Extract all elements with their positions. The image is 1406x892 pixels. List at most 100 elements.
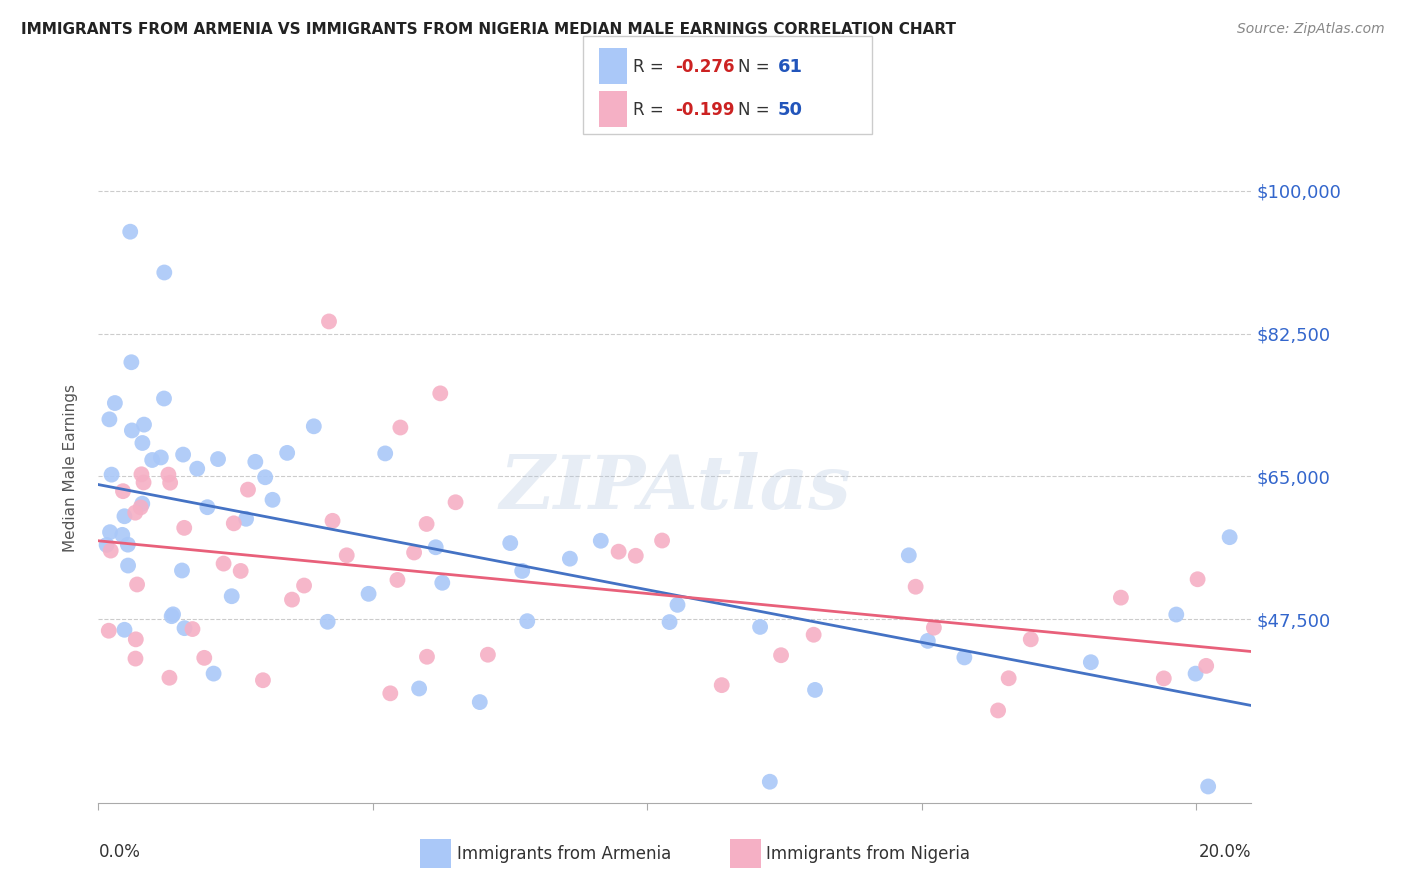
Point <box>374 446 396 460</box>
Point <box>262 492 284 507</box>
Point <box>104 396 127 410</box>
Point <box>904 580 927 594</box>
Point <box>429 386 451 401</box>
Point <box>336 549 359 563</box>
Point <box>444 495 467 509</box>
Point <box>100 467 122 482</box>
Point <box>624 549 647 563</box>
Point <box>558 551 581 566</box>
Point <box>318 314 340 328</box>
Point <box>97 624 120 638</box>
Point <box>254 470 277 484</box>
Point <box>1080 655 1102 669</box>
Point <box>302 419 325 434</box>
Point <box>114 623 136 637</box>
Point <box>917 633 939 648</box>
Point <box>415 516 437 531</box>
Text: N =: N = <box>738 58 775 76</box>
Point <box>651 533 673 548</box>
Point <box>159 671 181 685</box>
Point <box>987 703 1010 717</box>
Point <box>153 392 176 406</box>
Point <box>149 450 172 465</box>
Point <box>1166 607 1188 622</box>
Text: Immigrants from Armenia: Immigrants from Armenia <box>457 845 671 863</box>
Point <box>749 620 772 634</box>
Point <box>127 577 149 591</box>
Text: Immigrants from Nigeria: Immigrants from Nigeria <box>766 845 970 863</box>
Text: IMMIGRANTS FROM ARMENIA VS IMMIGRANTS FROM NIGERIA MEDIAN MALE EARNINGS CORRELAT: IMMIGRANTS FROM ARMENIA VS IMMIGRANTS FR… <box>21 22 956 37</box>
Point <box>416 649 439 664</box>
Point <box>710 678 733 692</box>
Text: R =: R = <box>633 58 669 76</box>
Point <box>276 446 298 460</box>
Point <box>477 648 499 662</box>
Point <box>1184 666 1206 681</box>
Point <box>222 516 245 531</box>
Point <box>120 355 142 369</box>
Point <box>111 484 134 499</box>
Point <box>292 578 315 592</box>
Point <box>281 592 304 607</box>
Point <box>207 452 229 467</box>
Text: 20.0%: 20.0% <box>1199 843 1251 861</box>
Point <box>589 533 612 548</box>
Point <box>162 607 184 622</box>
Point <box>202 666 225 681</box>
Point <box>120 225 142 239</box>
Point <box>897 549 920 563</box>
Point <box>129 500 152 515</box>
Point <box>1197 780 1219 794</box>
Point <box>1109 591 1132 605</box>
Point <box>160 609 183 624</box>
Point <box>159 475 181 490</box>
Text: N =: N = <box>738 101 775 119</box>
Point <box>98 525 121 540</box>
Point <box>510 564 533 578</box>
Point <box>803 628 825 642</box>
Point <box>157 467 180 482</box>
Point <box>316 615 339 629</box>
Point <box>111 528 134 542</box>
Point <box>322 514 344 528</box>
Point <box>172 448 194 462</box>
Text: R =: R = <box>633 101 669 119</box>
Point <box>425 541 447 555</box>
Text: Source: ZipAtlas.com: Source: ZipAtlas.com <box>1237 22 1385 37</box>
Point <box>173 521 195 535</box>
Point <box>117 558 139 573</box>
Point <box>1219 530 1241 544</box>
Point <box>173 621 195 635</box>
Point <box>468 695 491 709</box>
Point <box>186 461 208 475</box>
Text: 50: 50 <box>778 101 803 119</box>
Point <box>759 774 782 789</box>
Point <box>98 412 121 426</box>
Point <box>404 545 426 559</box>
Point <box>132 475 155 490</box>
Point <box>195 500 218 515</box>
Point <box>131 436 153 450</box>
Point <box>770 648 793 663</box>
Point <box>131 497 153 511</box>
Point <box>121 424 143 438</box>
Point <box>236 483 259 497</box>
Point <box>953 650 976 665</box>
Point <box>607 544 630 558</box>
Point <box>131 467 153 482</box>
Point <box>124 506 146 520</box>
Point <box>1153 672 1175 686</box>
Point <box>235 512 257 526</box>
Point <box>96 538 118 552</box>
Text: 61: 61 <box>778 58 803 76</box>
Text: -0.199: -0.199 <box>675 101 734 119</box>
Point <box>389 420 412 434</box>
Point <box>124 651 146 665</box>
Point <box>387 573 409 587</box>
Point <box>922 621 945 635</box>
Point <box>516 614 538 628</box>
Point <box>153 265 176 279</box>
Point <box>432 575 454 590</box>
Point <box>114 509 136 524</box>
Text: ZIPAtlas: ZIPAtlas <box>499 452 851 524</box>
